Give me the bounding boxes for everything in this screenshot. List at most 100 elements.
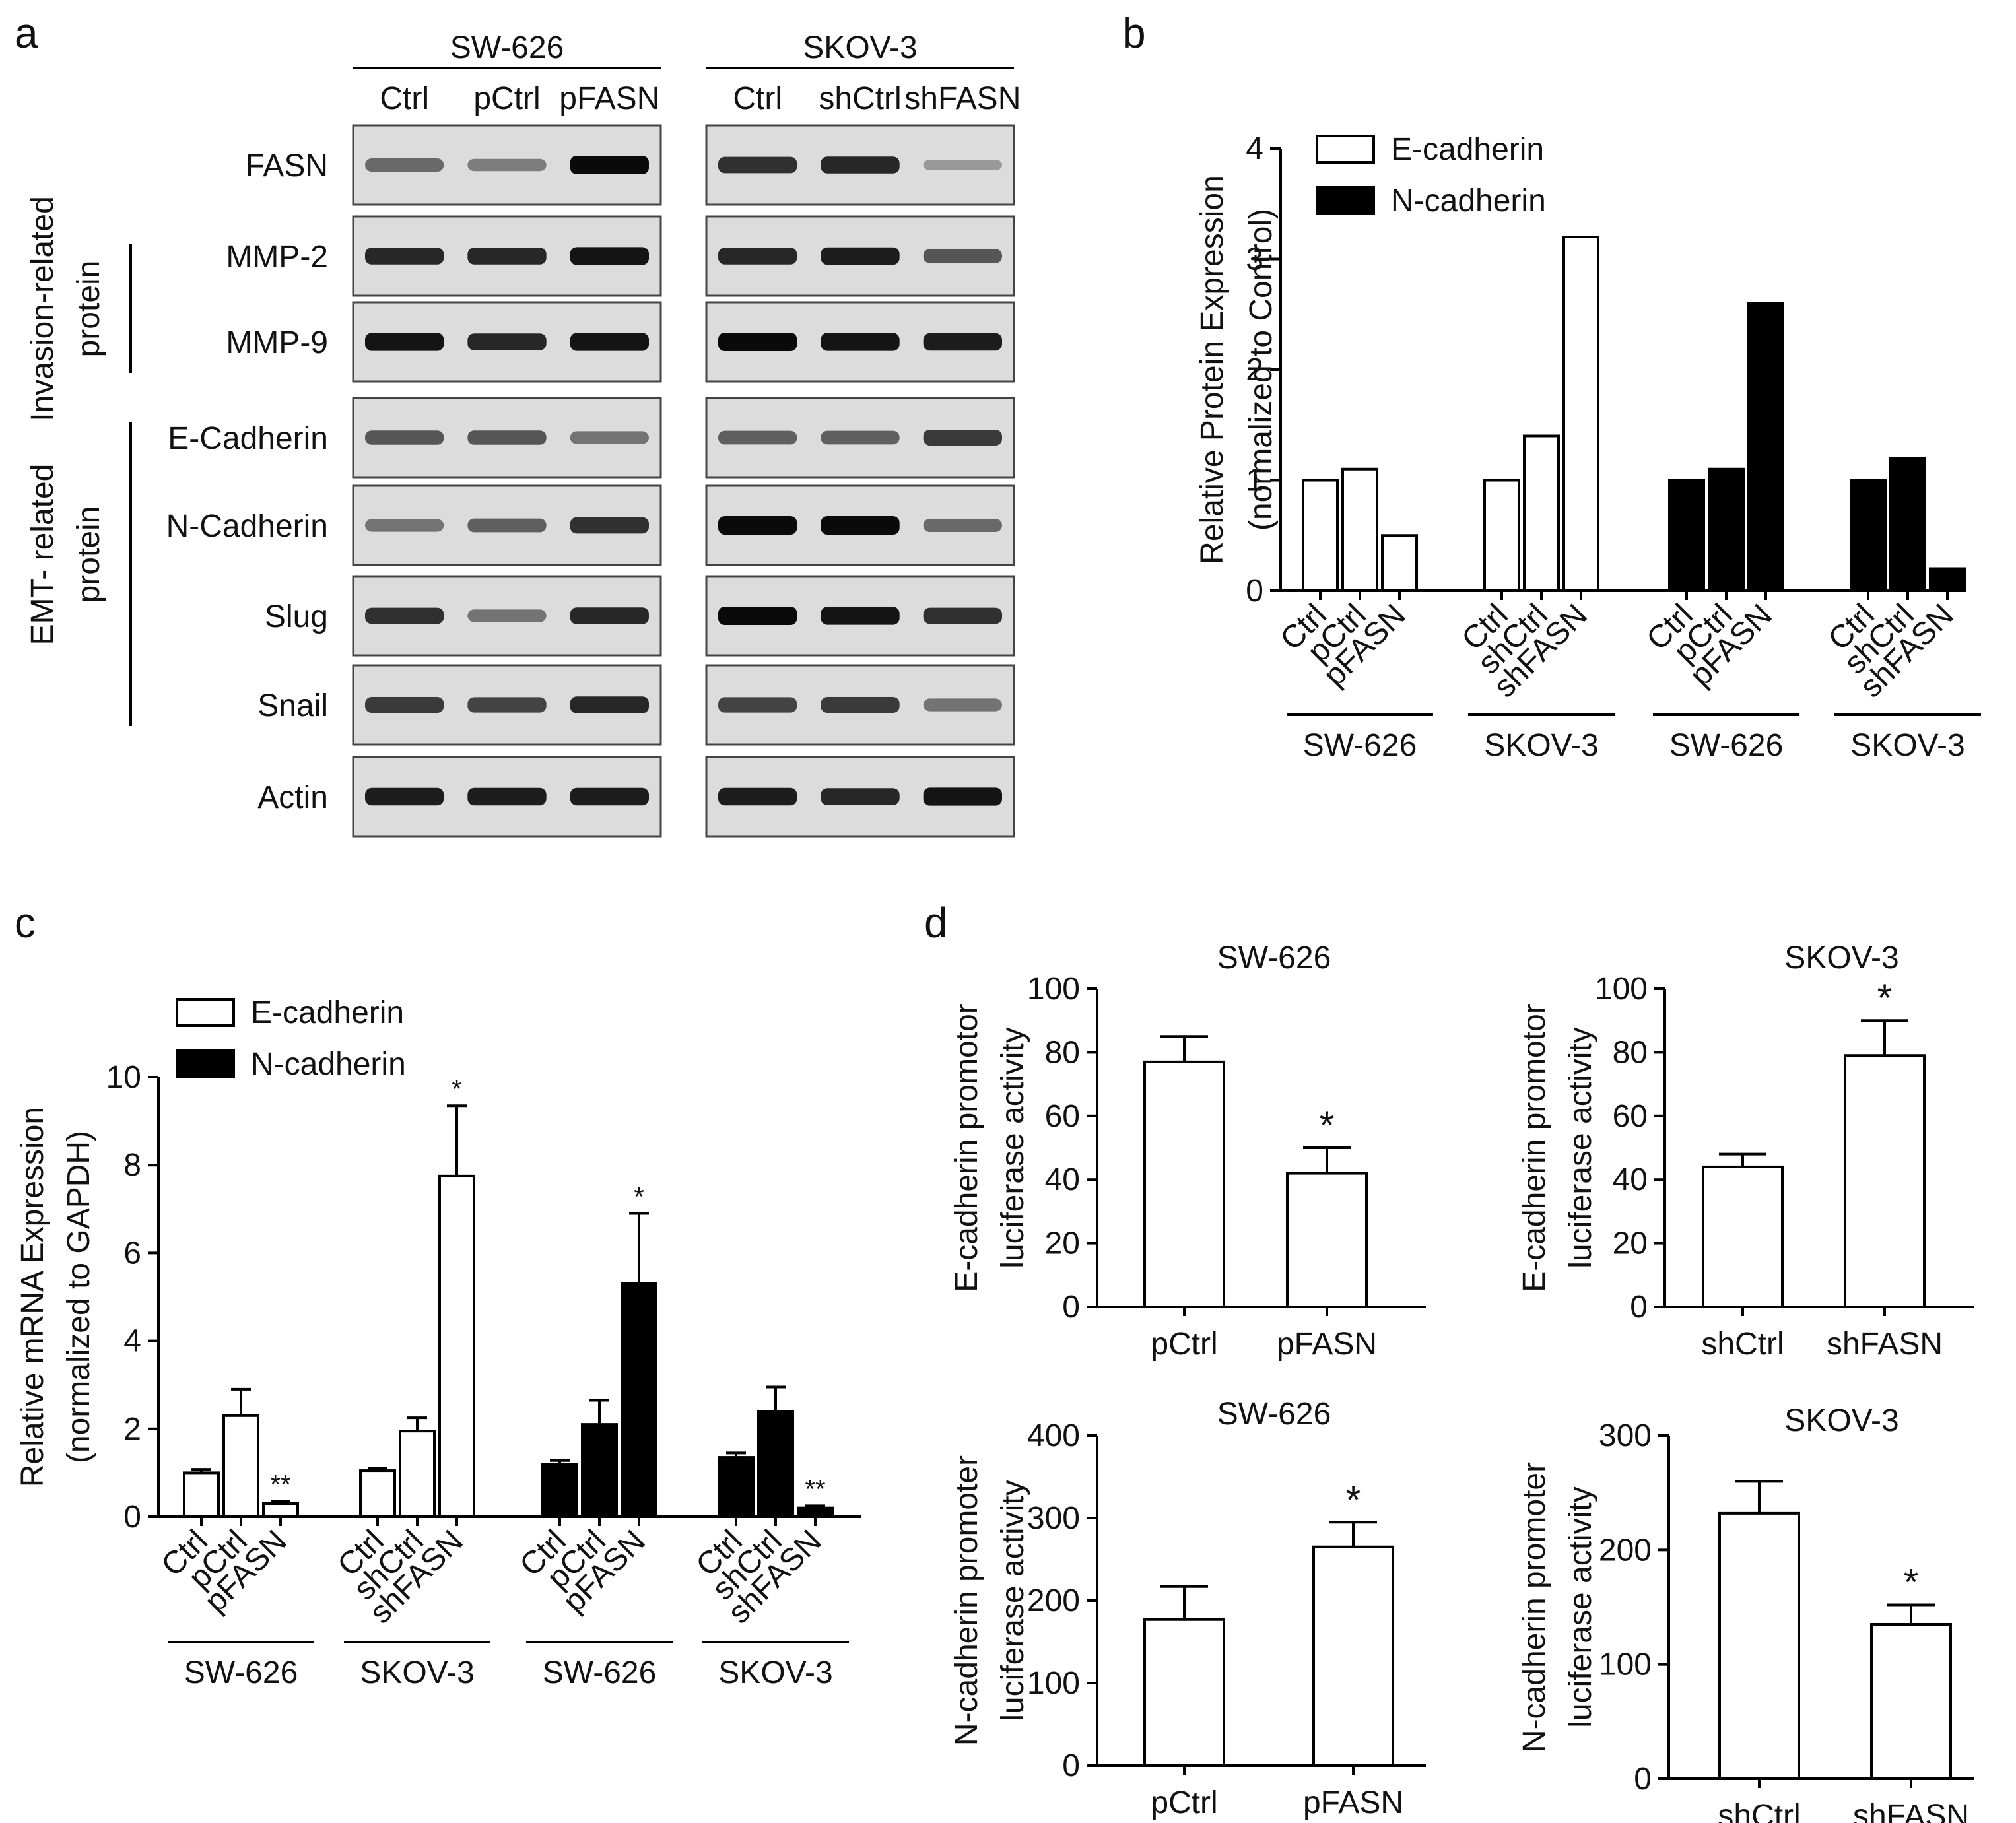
y-tick-label: 80 bbox=[1613, 1035, 1648, 1070]
legend-label: N-cadherin bbox=[1391, 183, 1546, 218]
legend-label: N-cadherin bbox=[251, 1047, 406, 1082]
y-tick-label: 40 bbox=[1613, 1162, 1648, 1197]
blot-lane-label: pFASN bbox=[559, 81, 659, 116]
blot-row-label: Snail bbox=[257, 688, 328, 723]
bar bbox=[1562, 236, 1599, 592]
blot-band bbox=[923, 160, 1002, 170]
bar bbox=[581, 1423, 618, 1518]
blot-band bbox=[570, 517, 649, 534]
y-tick-label: 60 bbox=[1045, 1099, 1080, 1134]
blot-band bbox=[923, 698, 1002, 712]
blot-band bbox=[923, 519, 1002, 532]
bar bbox=[262, 1502, 299, 1519]
blot-band bbox=[821, 247, 900, 265]
blot-band bbox=[718, 333, 797, 351]
bar bbox=[1381, 534, 1418, 592]
blot-band bbox=[467, 158, 547, 172]
blot-band bbox=[821, 430, 900, 445]
panel-letter-d: d bbox=[924, 899, 948, 946]
blot-band bbox=[718, 607, 797, 625]
y-tick-label: 400 bbox=[1027, 1418, 1080, 1453]
y-tick-label: 300 bbox=[1027, 1501, 1080, 1536]
blot-row-label: Slug bbox=[265, 599, 328, 634]
panel-d-sw626-ecadherin-chart: SW-626 0 20 40 60 80 100 E-cadherin promotor luc… bbox=[949, 941, 1426, 1362]
blot-band bbox=[718, 248, 797, 265]
chart-title: SKOV-3 bbox=[1784, 941, 1898, 976]
y-tick-label: 100 bbox=[1027, 972, 1080, 1007]
blot-row-label: N-Cadherin bbox=[166, 509, 328, 544]
y-tick-label: 0 bbox=[1062, 1290, 1080, 1325]
blot-band bbox=[365, 248, 444, 265]
y-axis-label: E-cadherin promotor bbox=[949, 1003, 984, 1292]
x-tick-label: pFASN bbox=[1277, 1327, 1377, 1362]
significance-mark: * bbox=[452, 1075, 462, 1104]
blot-row-label: FASN bbox=[246, 149, 328, 183]
y-tick-label: 6 bbox=[123, 1236, 141, 1271]
y-tick-label: 100 bbox=[1027, 1666, 1080, 1701]
y-tick-label: 300 bbox=[1599, 1418, 1652, 1453]
blot-band bbox=[365, 697, 444, 713]
legend-swatch bbox=[176, 1049, 235, 1078]
y-tick-label: 20 bbox=[1613, 1226, 1648, 1261]
y-tick-label: 3 bbox=[1246, 242, 1263, 277]
blot-band bbox=[718, 787, 797, 806]
panel-d-sw626-ncadherin-chart: SW-626 0 100 200 300 400 N-cadherin promoter lu… bbox=[949, 1397, 1426, 1820]
panel-b-protein-chart: 0 1 2 3 4 Relative Protein Expression (normali… bbox=[1195, 131, 1981, 763]
y-tick-label: 40 bbox=[1045, 1162, 1080, 1197]
y-axis-label: N-cadherin promoter bbox=[1517, 1462, 1552, 1752]
y-tick-label: 80 bbox=[1045, 1035, 1080, 1070]
bar bbox=[438, 1174, 475, 1518]
y-axis-label: (normalized to Control) bbox=[1244, 209, 1279, 531]
bar bbox=[1286, 1172, 1368, 1309]
y-axis-label: luciferase activity bbox=[995, 1480, 1030, 1721]
y-tick-label: 0 bbox=[1062, 1748, 1080, 1783]
bar bbox=[718, 1456, 755, 1519]
blot-lane-label: shCtrl bbox=[819, 81, 901, 116]
y-axis-label: luciferase activity bbox=[1563, 1486, 1598, 1727]
panel-c-mrna-chart: 0 2 4 6 8 10 Relative mRNA Expression (normaliz… bbox=[15, 995, 861, 1690]
bar bbox=[1889, 457, 1926, 592]
blot-band bbox=[570, 607, 649, 624]
y-axis-label: N-cadherin promoter bbox=[949, 1455, 984, 1746]
y-tick-label: 1 bbox=[1246, 463, 1263, 498]
y-tick-label: 0 bbox=[1246, 574, 1263, 609]
panel-d-skov3-ncadherin-chart: SKOV-3 0 100 200 300 N-cadherin promoter lucif… bbox=[1517, 1403, 1974, 1823]
y-tick-label: 20 bbox=[1045, 1226, 1080, 1261]
blot-lane-label: shFASN bbox=[904, 81, 1021, 116]
blot-band bbox=[923, 607, 1002, 624]
x-tick-label: pCtrl bbox=[1151, 1327, 1217, 1362]
significance-mark: * bbox=[1904, 1562, 1919, 1605]
chart-title: SW-626 bbox=[1217, 1397, 1331, 1432]
blot-band bbox=[821, 333, 900, 351]
blot-side-label: protein bbox=[71, 261, 106, 358]
bar bbox=[1747, 302, 1784, 592]
blot-band bbox=[718, 430, 797, 445]
legend-swatch bbox=[176, 998, 235, 1027]
blot-band bbox=[821, 156, 900, 174]
group-label: SW-626 bbox=[184, 1655, 298, 1690]
y-tick-label: 200 bbox=[1599, 1533, 1652, 1568]
blot-side-label: EMT- related bbox=[25, 464, 60, 646]
legend-label: E-cadherin bbox=[1391, 132, 1544, 167]
bar bbox=[1708, 467, 1745, 592]
blot-band bbox=[570, 431, 649, 444]
bar bbox=[1668, 479, 1705, 592]
significance-mark: * bbox=[1320, 1104, 1335, 1147]
panel-a-western-blot: SW-626 Ctrl pCtrl pFASN SKOV-3 Ctrl shCtrl shFA… bbox=[25, 30, 1021, 838]
y-tick-label: 0 bbox=[1634, 1762, 1652, 1797]
x-tick-label: shFASN bbox=[1827, 1327, 1943, 1362]
blot-band bbox=[570, 247, 649, 265]
bar bbox=[1718, 1511, 1800, 1781]
group-label: SW-626 bbox=[1303, 728, 1417, 763]
x-tick-label: shCtrl bbox=[1718, 1799, 1800, 1823]
bar bbox=[1850, 479, 1887, 592]
x-tick-label: pFASN bbox=[1303, 1785, 1403, 1820]
panel-letter-a: a bbox=[15, 9, 38, 57]
group-label: SKOV-3 bbox=[1484, 728, 1598, 763]
blot-band bbox=[467, 333, 547, 350]
blot-group-label: SW-626 bbox=[450, 30, 564, 65]
blot-row-label: E-Cadherin bbox=[168, 421, 328, 456]
bar bbox=[183, 1471, 220, 1518]
bar bbox=[1312, 1545, 1394, 1767]
y-tick-label: 200 bbox=[1027, 1583, 1080, 1618]
